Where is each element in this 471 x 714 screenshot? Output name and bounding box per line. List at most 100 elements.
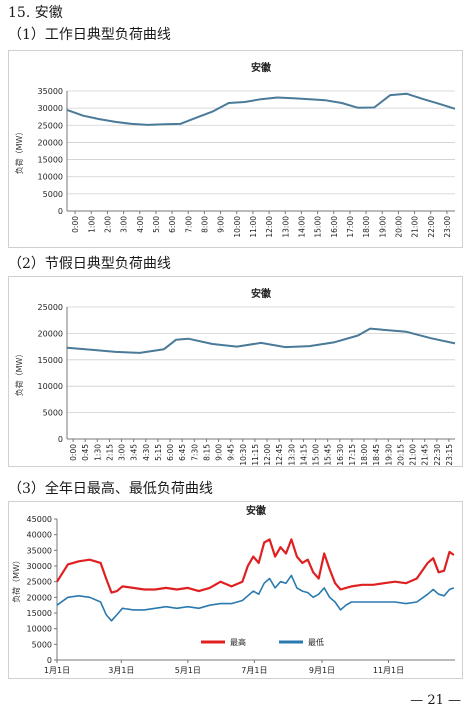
x-tick-label: 20:15 xyxy=(396,444,405,466)
y-tick-label: 20000 xyxy=(27,593,52,602)
y-axis-label: 负荷（MW） xyxy=(14,128,24,175)
chart-title: 安徽 xyxy=(246,504,267,517)
series-line-max xyxy=(56,538,455,594)
x-tick-label: 3:00 xyxy=(120,216,129,233)
x-tick-label: 1:30 xyxy=(93,444,102,461)
y-tick-label: 10000 xyxy=(38,382,63,391)
y-tick-label: 20000 xyxy=(38,329,63,338)
x-tick-label: 6:45 xyxy=(178,444,187,461)
x-tick-label: 8:15 xyxy=(202,444,211,461)
x-tick-label: 4:30 xyxy=(142,444,151,461)
section-title: 15. 安徽 xyxy=(8,5,63,21)
x-tick-label: 6:00 xyxy=(166,444,175,461)
x-tick-label: 11:15 xyxy=(251,444,260,466)
x-tick-label: 1:00 xyxy=(87,216,96,233)
y-tick-label: 30000 xyxy=(27,562,52,571)
x-tick-label: 18:45 xyxy=(372,444,381,466)
chart1-panel: 安徽负荷（MW） 0 5000 10000 15000 20000 25000 30000 35… xyxy=(8,50,463,248)
chart3-panel: 安徽负荷（MW） 0 5000 10000 15000 20000 25000 30000 35… xyxy=(8,501,463,679)
x-tick-label: 13:00 xyxy=(281,216,290,238)
y-tick-label: 0 xyxy=(47,656,52,665)
x-tick-label: 23:15 xyxy=(445,444,454,466)
x-tick-label: 14:00 xyxy=(297,216,306,238)
x-tick-label: 8:00 xyxy=(200,216,209,233)
x-tick-label: 10:30 xyxy=(239,444,248,466)
y-tick-label: 30000 xyxy=(38,104,63,113)
y-tick-label: 40000 xyxy=(27,531,52,540)
x-tick-label: 14:15 xyxy=(299,444,308,466)
legend-label: 最低 xyxy=(308,637,324,647)
y-tick-label: 15000 xyxy=(38,356,63,365)
x-tick-label: 3:00 xyxy=(118,444,127,461)
x-tick-label: 2:15 xyxy=(105,444,114,461)
y-tick-label: 15000 xyxy=(27,609,52,618)
x-tick-label: 15:00 xyxy=(312,444,321,466)
x-tick-label: 19:00 xyxy=(378,216,387,238)
y-tick-label: 25000 xyxy=(38,121,63,130)
y-tick-label: 45000 xyxy=(27,515,52,524)
y-tick-label: 5000 xyxy=(43,409,63,418)
x-tick-label: 4:00 xyxy=(136,216,145,233)
x-tick-label: 16:30 xyxy=(336,444,345,466)
y-tick-label: 25000 xyxy=(27,578,52,587)
y-tick-label: 35000 xyxy=(38,87,63,96)
x-tick-label: 0:45 xyxy=(81,444,90,461)
chart-title: 安徽 xyxy=(251,61,272,74)
x-tick-label: 3月1日 xyxy=(108,666,134,675)
y-tick-label: 20000 xyxy=(38,138,63,147)
x-tick-label: 11月1日 xyxy=(373,666,404,675)
x-tick-label: 11:00 xyxy=(249,216,258,238)
y-tick-label: 10000 xyxy=(27,625,52,634)
chart2-heading: （2）节假日典型负荷曲线 xyxy=(8,256,171,272)
chart1-heading: （1）工作日典型负荷曲线 xyxy=(8,27,171,43)
x-tick-label: 9月1日 xyxy=(309,666,335,675)
x-tick-label: 12:00 xyxy=(265,216,274,238)
x-tick-label: 21:00 xyxy=(409,444,418,466)
x-tick-label: 16:00 xyxy=(330,216,339,238)
x-tick-label: 23:00 xyxy=(443,216,452,238)
y-tick-label: 0 xyxy=(58,207,63,216)
x-tick-label: 13:30 xyxy=(287,444,296,466)
y-tick-label: 5000 xyxy=(43,190,63,199)
y-tick-label: 25000 xyxy=(38,303,63,312)
x-tick-label: 17:15 xyxy=(348,444,357,466)
x-tick-label: 1月1日 xyxy=(44,666,70,675)
x-tick-label: 5月1日 xyxy=(175,666,201,675)
x-tick-label: 6:00 xyxy=(168,216,177,233)
x-tick-label: 18:00 xyxy=(360,444,369,466)
page-number: — 21 — xyxy=(410,693,461,708)
y-tick-label: 35000 xyxy=(27,546,52,555)
y-axis-label: 负荷（MW） xyxy=(11,556,21,603)
y-tick-label: 10000 xyxy=(38,173,63,182)
x-tick-label: 9:45 xyxy=(227,444,236,461)
chart-title: 安徽 xyxy=(251,287,272,300)
x-tick-label: 0:00 xyxy=(69,444,78,461)
x-tick-label: 7:30 xyxy=(190,444,199,461)
x-tick-label: 21:00 xyxy=(411,216,420,238)
x-tick-label: 12:00 xyxy=(263,444,272,466)
x-tick-label: 5:00 xyxy=(152,216,161,233)
y-axis-label: 负荷（MW） xyxy=(14,350,24,397)
x-tick-label: 5:15 xyxy=(154,444,163,461)
x-tick-label: 9:00 xyxy=(217,216,226,233)
x-tick-label: 19:30 xyxy=(384,444,393,466)
x-tick-label: 17:00 xyxy=(346,216,355,238)
chart2-panel: 安徽负荷（MW） 0 5000 10000 15000 20000 25000 0:00 0:4… xyxy=(8,276,463,467)
y-tick-label: 5000 xyxy=(32,640,52,649)
x-tick-label: 12:45 xyxy=(275,444,284,466)
x-tick-label: 7月1日 xyxy=(241,666,267,675)
y-tick-label: 15000 xyxy=(38,156,63,165)
x-tick-label: 7:00 xyxy=(184,216,193,233)
series-line-min xyxy=(56,574,455,622)
legend-label: 最高 xyxy=(230,637,246,647)
x-tick-label: 15:00 xyxy=(314,216,323,238)
chart3-heading: （3）全年日最高、最低负荷曲线 xyxy=(8,481,213,497)
x-tick-label: 3:45 xyxy=(130,444,139,461)
x-tick-label: 15:45 xyxy=(324,444,333,466)
load-series-line xyxy=(66,327,456,354)
y-tick-label: 0 xyxy=(58,435,63,444)
x-tick-label: 18:00 xyxy=(362,216,371,238)
x-tick-label: 21:45 xyxy=(421,444,430,466)
